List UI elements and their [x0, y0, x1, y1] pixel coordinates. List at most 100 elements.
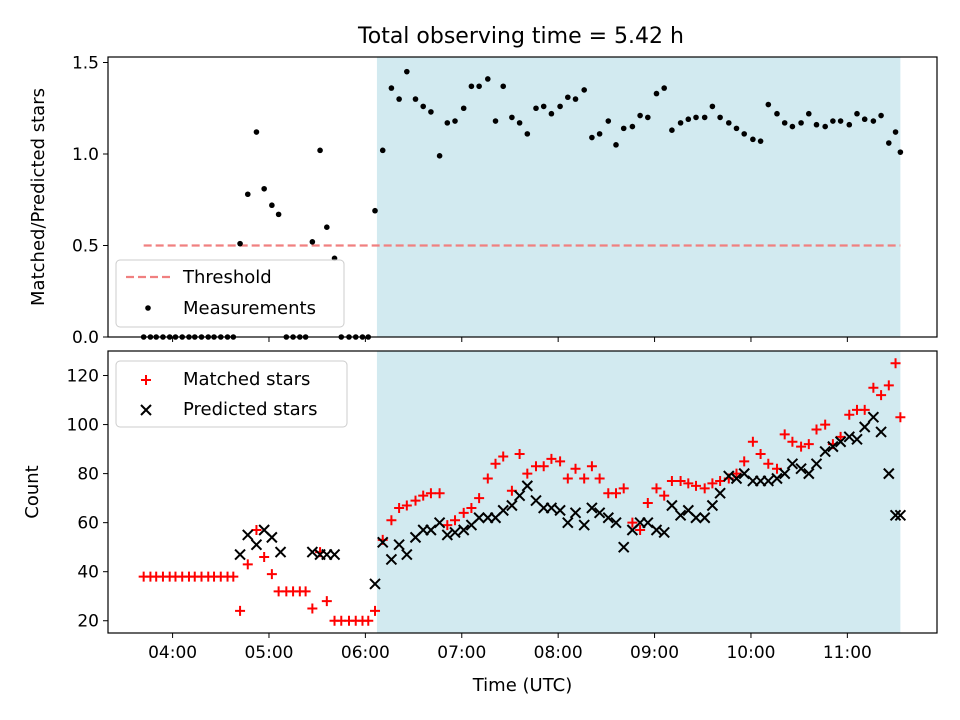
matched-point — [627, 517, 638, 528]
matched-point — [394, 502, 405, 513]
matched-point — [418, 490, 429, 501]
count-y-tick-label: 20 — [77, 612, 99, 632]
matched-point — [883, 380, 894, 391]
matched-point — [570, 463, 581, 474]
matched-point — [363, 615, 374, 626]
predicted-point — [306, 546, 319, 558]
measurement-point — [741, 131, 748, 137]
measurement-point — [476, 83, 482, 90]
legend-measurement-label: Measurements — [183, 298, 316, 319]
predicted-point — [234, 548, 246, 561]
predicted-point — [650, 524, 663, 536]
measurement-point — [757, 138, 764, 144]
matched-point — [474, 493, 485, 504]
matched-point — [787, 436, 798, 447]
matched-point — [546, 453, 557, 464]
predicted-point — [730, 472, 743, 485]
predicted-point — [810, 458, 823, 470]
measurement-point — [661, 85, 668, 91]
predicted-point — [834, 436, 847, 448]
matched-point — [707, 478, 718, 489]
measurement-point — [261, 185, 267, 192]
ratio-panel: 0.0 0.5 1.0 1.5 Matched/Predicted stars Thr… — [28, 53, 938, 348]
matched-point — [522, 468, 533, 479]
predicted-point — [506, 499, 518, 512]
matched-point — [386, 515, 397, 526]
count-y-tick-label: 60 — [77, 514, 99, 534]
matched-point — [635, 525, 646, 536]
matched-point — [321, 596, 332, 607]
measurement-point — [781, 120, 788, 126]
predicted-point — [497, 504, 509, 517]
predicted-point — [328, 548, 341, 561]
predicted-point — [449, 526, 461, 539]
matched-point — [538, 461, 549, 472]
measurement-point — [548, 110, 555, 117]
x-tick-label: 10:00 — [726, 643, 775, 663]
measurement-point — [637, 112, 643, 119]
measurement-point — [798, 120, 804, 126]
measurement-point — [717, 114, 723, 121]
measurement-point — [725, 120, 732, 126]
legend-measurement-swatch — [145, 305, 151, 311]
count-observing-span — [376, 351, 901, 633]
measurement-point — [452, 118, 458, 124]
measurement-point — [789, 123, 796, 130]
x-tick-label: 06:00 — [341, 643, 390, 663]
measurement-point — [379, 147, 386, 154]
predicted-point — [786, 458, 799, 470]
count-y-tick-label: 80 — [77, 465, 99, 485]
matched-point — [594, 473, 605, 484]
ratio-legend-box — [115, 259, 345, 328]
predicted-point — [867, 411, 880, 423]
measurement-point — [253, 129, 260, 135]
predicted-point — [658, 526, 670, 539]
measurement-point — [444, 120, 451, 126]
matched-point — [844, 409, 855, 420]
matched-point — [699, 483, 710, 494]
measurement-point — [492, 118, 499, 124]
predicted-point — [441, 529, 454, 541]
measurement-point — [581, 87, 587, 93]
predicted-point — [666, 499, 678, 512]
measurement-point — [509, 114, 515, 121]
matched-point — [458, 507, 469, 518]
predicted-point — [562, 516, 574, 529]
matched-point — [490, 458, 501, 469]
predicted-point — [827, 440, 839, 453]
x-tick-label: 08:00 — [534, 643, 583, 663]
measurement-point — [892, 129, 899, 135]
predicted-point — [714, 487, 726, 499]
x-tick-label: 11:00 — [823, 643, 872, 663]
count-legend: Matched stars Predicted stars — [115, 360, 348, 428]
matched-point — [666, 475, 677, 486]
predicted-point — [803, 467, 815, 480]
matched-point — [425, 488, 436, 499]
matched-point — [514, 448, 525, 459]
matched-point — [859, 404, 870, 415]
predicted-point — [610, 516, 622, 529]
matched-point — [747, 436, 758, 447]
matched-point — [482, 473, 493, 484]
predicted-point — [250, 539, 263, 551]
matched-point — [562, 473, 573, 484]
ratio-y-tick-label: 0.0 — [72, 328, 99, 348]
legend-threshold-label: Threshold — [182, 267, 272, 288]
predicted-point — [242, 529, 254, 541]
measurement-point — [861, 116, 868, 123]
measurement-point — [460, 105, 467, 112]
count-y-tick-label: 120 — [67, 367, 99, 387]
count-plot-area — [138, 358, 907, 626]
matched-point — [763, 458, 774, 469]
x-tick-label: 09:00 — [630, 643, 679, 663]
matched-point — [228, 571, 239, 582]
matched-point — [651, 483, 662, 494]
measurement-point — [533, 105, 539, 112]
measurement-point — [897, 149, 904, 155]
matched-point — [300, 586, 311, 597]
measurement-point — [886, 140, 892, 146]
measurement-point — [854, 110, 860, 117]
predicted-point — [369, 578, 381, 590]
matched-point — [442, 520, 453, 531]
